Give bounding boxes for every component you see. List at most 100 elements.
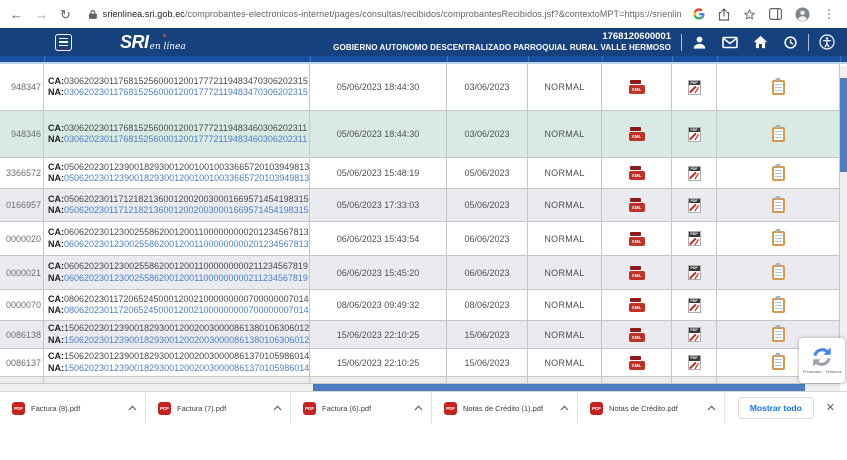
authorization-datetime-cell: 06/06/2023 15:43:54 [310, 222, 447, 255]
calendar-clipboard-icon[interactable] [771, 124, 785, 142]
vertical-scrollbar[interactable] [840, 66, 847, 384]
home-icon[interactable] [753, 35, 768, 49]
xml-download-icon[interactable]: XML [628, 166, 645, 180]
doc-number-cell: 948347 [0, 64, 44, 110]
download-chip[interactable]: PDF Factura (6).pdf [291, 392, 432, 424]
table-row[interactable]: 948346 CA:0306202301176815256000120017772… [0, 111, 840, 158]
show-all-button[interactable]: Mostrar todo [737, 397, 814, 419]
pdf-download-icon[interactable]: PDF [687, 231, 701, 246]
ca-line: CA:0806202301172065245000120021000000000… [48, 293, 309, 304]
table-row[interactable]: 0000020 CA:060620230123002558620012001100… [0, 222, 840, 256]
authorization-number-link[interactable]: 0806202301172065245000120021000000000700… [64, 305, 309, 315]
address-bar[interactable]: srienlinea.sri.gob.ec/comprobantes-elect… [88, 9, 681, 20]
authorization-number-link[interactable]: 0606202301230025586200120011000000000201… [64, 238, 309, 249]
authorization-datetime-cell: 06/06/2023 15:45:20 [310, 256, 447, 289]
authorization-number-link[interactable]: 0606202301230025586200120011000000000211… [64, 272, 308, 283]
table-row[interactable]: 0000070 CA:080620230117206524500012002100… [0, 290, 840, 321]
vertical-scrollbar-thumb[interactable] [840, 78, 847, 172]
calendar-clipboard-icon[interactable] [771, 295, 785, 313]
pdf-download-icon[interactable]: PDF [687, 297, 701, 313]
authorization-number-link[interactable]: 1506202301239001829300120020030000861380… [64, 334, 310, 345]
pdf-cell: PDF [672, 189, 717, 221]
browser-menu-icon[interactable]: ⋮ [823, 7, 835, 21]
xml-download-icon[interactable]: XML [628, 265, 645, 280]
doc-number-cell: 0000070 [0, 290, 44, 320]
ca-line: CA:0606202301230025586200120011000000000… [48, 227, 309, 237]
xml-download-icon[interactable]: XML [628, 198, 645, 212]
access-key-cell: CA:0306202301176815256000120017772119483… [44, 64, 310, 110]
pdf-download-icon[interactable]: PDF [687, 197, 701, 213]
url-text[interactable]: srienlinea.sri.gob.ec/comprobantes-elect… [102, 9, 681, 19]
chevron-up-icon[interactable] [560, 405, 569, 411]
recaptcha-terms[interactable]: Privacidad - Términos [802, 369, 842, 375]
pdf-download-icon[interactable]: PDF [687, 79, 701, 95]
table-header-strip [0, 56, 847, 64]
issue-date-cell: 08/06/2023 [447, 290, 528, 320]
chevron-up-icon[interactable] [414, 405, 423, 411]
authorization-number-link[interactable]: 0306202301176815256000120017772119483460… [64, 134, 308, 144]
profile-avatar[interactable] [795, 6, 810, 22]
ca-line: CA:0306202301176815256000120017772119483… [48, 122, 308, 133]
calendar-clipboard-icon[interactable] [771, 195, 785, 213]
google-icon[interactable] [693, 8, 705, 20]
pdf-download-icon[interactable]: PDF [687, 165, 701, 181]
authorization-number-link[interactable]: 0506202301239001829300120010010033665720… [64, 173, 310, 183]
recaptcha-badge[interactable]: Privacidad - Términos [799, 338, 845, 383]
user-icon[interactable] [692, 35, 707, 50]
table-row[interactable]: 0000021 CA:060620230123002558620012001100… [0, 256, 840, 290]
pdf-download-icon[interactable]: PDF [687, 265, 701, 280]
reload-button[interactable]: ↻ [60, 6, 71, 22]
authorization-number-link[interactable]: 1506202301239001829300120020030000861370… [64, 362, 310, 373]
pdf-download-icon[interactable]: PDF [687, 126, 701, 142]
horizontal-scrollbar-thumb[interactable] [313, 384, 805, 391]
forward-button[interactable]: → [35, 6, 48, 22]
download-chip[interactable]: PDF Factura (7).pdf [146, 392, 291, 424]
header-divider [681, 33, 682, 51]
pdf-download-icon[interactable]: PDF [687, 327, 701, 342]
chevron-up-icon[interactable] [128, 405, 137, 411]
chevron-up-icon[interactable] [273, 405, 282, 411]
browser-toolbar: ← → ↻ srienlinea.sri.gob.ec/comprobantes… [0, 0, 847, 28]
download-chip[interactable]: PDF Notas de Crédito.pdf [578, 392, 725, 424]
table-row[interactable]: 948347 CA:0306202301176815256000120017772… [0, 64, 840, 111]
xml-download-icon[interactable]: XML [628, 80, 645, 94]
table-row[interactable]: 3366572 CA:050620230123900182930012001001… [0, 158, 840, 189]
calendar-clipboard-icon[interactable] [771, 325, 785, 342]
authorization-number-link[interactable]: 0306202301176815256000120017772119483470… [64, 87, 308, 97]
close-downloads-icon[interactable]: ✕ [825, 401, 835, 414]
ruc-number: 1768120600001 [602, 30, 671, 42]
download-chip[interactable]: PDF Notas de Crédito (1).pdf [432, 392, 578, 424]
hamburger-menu-icon[interactable] [55, 33, 72, 51]
access-key-cell: CA:0606202301230025586200120011000000000… [44, 256, 310, 289]
xml-download-icon[interactable]: XML [628, 298, 645, 312]
xml-download-icon[interactable]: XML [628, 127, 645, 141]
download-chip[interactable]: PDF Factura (8).pdf [0, 392, 146, 424]
na-line: NA:0506202301239001829300120010010033665… [48, 173, 310, 183]
sri-header: SRI en línea 1768120600001 GOBIERNO AUTON… [0, 28, 847, 56]
table-row[interactable]: 0086138 CA:150620230123900182930012002003… [0, 321, 840, 349]
chevron-up-icon[interactable] [707, 405, 716, 411]
back-button[interactable]: ← [10, 6, 23, 22]
calendar-clipboard-icon[interactable] [771, 229, 785, 246]
sri-logo[interactable]: SRI en línea [120, 32, 186, 53]
history-clock-icon[interactable] [783, 35, 798, 50]
xml-download-icon[interactable]: XML [628, 327, 645, 342]
pdf-download-icon[interactable]: PDF [687, 355, 701, 370]
side-panel-icon[interactable] [769, 8, 782, 20]
accessibility-icon[interactable] [819, 34, 835, 50]
horizontal-scrollbar[interactable] [0, 384, 840, 391]
calendar-clipboard-icon[interactable] [771, 353, 785, 370]
share-icon[interactable] [718, 7, 730, 21]
table-row[interactable]: 0086137 CA:150620230123900182930012002003… [0, 349, 840, 377]
xml-download-icon[interactable]: XML [628, 231, 645, 246]
xml-download-icon[interactable]: XML [628, 355, 645, 370]
xml-cell: XML [602, 222, 672, 255]
calendar-clipboard-icon[interactable] [771, 163, 785, 181]
mail-icon[interactable] [722, 36, 738, 49]
authorization-number-link[interactable]: 0506202301171218213600120020030001669571… [64, 205, 309, 215]
calendar-clipboard-icon[interactable] [771, 77, 785, 95]
table-row[interactable]: 0166957 CA:050620230117121821360012002003… [0, 189, 840, 222]
downloads-right: Mostrar todo ✕ [737, 397, 847, 419]
bookmark-star-icon[interactable] [743, 8, 756, 21]
calendar-clipboard-icon[interactable] [771, 263, 785, 280]
